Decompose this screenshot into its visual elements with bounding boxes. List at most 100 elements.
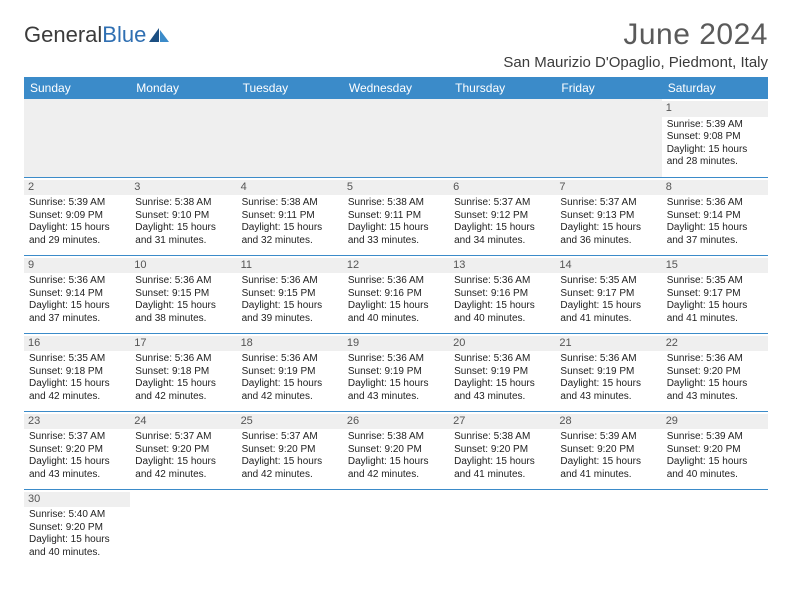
day-number: 29 bbox=[662, 414, 768, 430]
brand-text: GeneralBlue bbox=[24, 24, 146, 46]
header: GeneralBlue June 2024 San Maurizio D'Opa… bbox=[24, 18, 768, 71]
day-number: 11 bbox=[237, 258, 343, 274]
daylight-text: Daylight: 15 hours bbox=[454, 300, 550, 313]
sunrise-text: Sunrise: 5:35 AM bbox=[667, 275, 763, 288]
day-number: 7 bbox=[555, 180, 661, 196]
sunset-text: Sunset: 9:20 PM bbox=[454, 444, 550, 457]
sunset-text: Sunset: 9:17 PM bbox=[667, 288, 763, 301]
calendar-cell: 9Sunrise: 5:36 AMSunset: 9:14 PMDaylight… bbox=[24, 255, 130, 333]
calendar-cell: 5Sunrise: 5:38 AMSunset: 9:11 PMDaylight… bbox=[343, 177, 449, 255]
calendar-cell: 3Sunrise: 5:38 AMSunset: 9:10 PMDaylight… bbox=[130, 177, 236, 255]
day-header: Tuesday bbox=[237, 77, 343, 99]
daylight-text: and 37 minutes. bbox=[667, 235, 763, 248]
sunset-text: Sunset: 9:11 PM bbox=[348, 210, 444, 223]
calendar-cell: 21Sunrise: 5:36 AMSunset: 9:19 PMDayligh… bbox=[555, 333, 661, 411]
daylight-text: and 37 minutes. bbox=[29, 313, 125, 326]
day-details: Sunrise: 5:36 AMSunset: 9:14 PMDaylight:… bbox=[667, 197, 763, 247]
daylight-text: Daylight: 15 hours bbox=[667, 456, 763, 469]
day-number: 30 bbox=[24, 492, 130, 508]
day-number: 20 bbox=[449, 336, 555, 352]
sunrise-text: Sunrise: 5:38 AM bbox=[135, 197, 231, 210]
day-details: Sunrise: 5:38 AMSunset: 9:11 PMDaylight:… bbox=[348, 197, 444, 247]
daylight-text: Daylight: 15 hours bbox=[29, 378, 125, 391]
day-details: Sunrise: 5:36 AMSunset: 9:15 PMDaylight:… bbox=[242, 275, 338, 325]
daylight-text: and 41 minutes. bbox=[454, 469, 550, 482]
day-details: Sunrise: 5:35 AMSunset: 9:17 PMDaylight:… bbox=[560, 275, 656, 325]
sunrise-text: Sunrise: 5:36 AM bbox=[29, 275, 125, 288]
daylight-text: and 43 minutes. bbox=[348, 391, 444, 404]
daylight-text: and 40 minutes. bbox=[29, 547, 125, 560]
sunset-text: Sunset: 9:20 PM bbox=[242, 444, 338, 457]
daylight-text: and 42 minutes. bbox=[348, 469, 444, 482]
calendar-cell: 4Sunrise: 5:38 AMSunset: 9:11 PMDaylight… bbox=[237, 177, 343, 255]
calendar-cell: 26Sunrise: 5:38 AMSunset: 9:20 PMDayligh… bbox=[343, 411, 449, 489]
day-number: 10 bbox=[130, 258, 236, 274]
calendar-cell bbox=[24, 99, 130, 177]
sunrise-text: Sunrise: 5:37 AM bbox=[242, 431, 338, 444]
calendar-row: 30Sunrise: 5:40 AMSunset: 9:20 PMDayligh… bbox=[24, 489, 768, 567]
daylight-text: Daylight: 15 hours bbox=[135, 456, 231, 469]
calendar-cell bbox=[555, 489, 661, 567]
day-number: 5 bbox=[343, 180, 449, 196]
sunset-text: Sunset: 9:08 PM bbox=[667, 131, 763, 144]
daylight-text: Daylight: 15 hours bbox=[560, 222, 656, 235]
day-details: Sunrise: 5:36 AMSunset: 9:20 PMDaylight:… bbox=[667, 353, 763, 403]
daylight-text: Daylight: 15 hours bbox=[29, 222, 125, 235]
daylight-text: Daylight: 15 hours bbox=[135, 378, 231, 391]
calendar-cell: 20Sunrise: 5:36 AMSunset: 9:19 PMDayligh… bbox=[449, 333, 555, 411]
day-number: 23 bbox=[24, 414, 130, 430]
daylight-text: and 36 minutes. bbox=[560, 235, 656, 248]
calendar-cell bbox=[343, 489, 449, 567]
daylight-text: and 33 minutes. bbox=[348, 235, 444, 248]
daylight-text: and 43 minutes. bbox=[667, 391, 763, 404]
sunset-text: Sunset: 9:19 PM bbox=[560, 366, 656, 379]
location-subtitle: San Maurizio D'Opaglio, Piedmont, Italy bbox=[503, 54, 768, 71]
sunrise-text: Sunrise: 5:39 AM bbox=[29, 197, 125, 210]
day-details: Sunrise: 5:37 AMSunset: 9:20 PMDaylight:… bbox=[29, 431, 125, 481]
sunset-text: Sunset: 9:16 PM bbox=[348, 288, 444, 301]
calendar-cell: 24Sunrise: 5:37 AMSunset: 9:20 PMDayligh… bbox=[130, 411, 236, 489]
sunset-text: Sunset: 9:15 PM bbox=[242, 288, 338, 301]
brand-part2: Blue bbox=[102, 22, 146, 47]
calendar-cell: 2Sunrise: 5:39 AMSunset: 9:09 PMDaylight… bbox=[24, 177, 130, 255]
sunset-text: Sunset: 9:20 PM bbox=[667, 444, 763, 457]
daylight-text: Daylight: 15 hours bbox=[560, 378, 656, 391]
daylight-text: Daylight: 15 hours bbox=[348, 300, 444, 313]
day-number: 22 bbox=[662, 336, 768, 352]
calendar-cell: 1Sunrise: 5:39 AMSunset: 9:08 PMDaylight… bbox=[662, 99, 768, 177]
sunset-text: Sunset: 9:18 PM bbox=[135, 366, 231, 379]
day-number: 2 bbox=[24, 180, 130, 196]
day-details: Sunrise: 5:38 AMSunset: 9:20 PMDaylight:… bbox=[348, 431, 444, 481]
calendar-cell: 28Sunrise: 5:39 AMSunset: 9:20 PMDayligh… bbox=[555, 411, 661, 489]
daylight-text: Daylight: 15 hours bbox=[667, 378, 763, 391]
calendar-cell: 18Sunrise: 5:36 AMSunset: 9:19 PMDayligh… bbox=[237, 333, 343, 411]
calendar-header-row: SundayMondayTuesdayWednesdayThursdayFrid… bbox=[24, 77, 768, 99]
calendar-cell bbox=[449, 99, 555, 177]
daylight-text: Daylight: 15 hours bbox=[454, 456, 550, 469]
daylight-text: and 43 minutes. bbox=[454, 391, 550, 404]
calendar-cell: 12Sunrise: 5:36 AMSunset: 9:16 PMDayligh… bbox=[343, 255, 449, 333]
daylight-text: Daylight: 15 hours bbox=[348, 456, 444, 469]
day-header: Sunday bbox=[24, 77, 130, 99]
daylight-text: Daylight: 15 hours bbox=[242, 378, 338, 391]
sunrise-text: Sunrise: 5:38 AM bbox=[454, 431, 550, 444]
daylight-text: and 40 minutes. bbox=[454, 313, 550, 326]
calendar-cell: 17Sunrise: 5:36 AMSunset: 9:18 PMDayligh… bbox=[130, 333, 236, 411]
sunset-text: Sunset: 9:15 PM bbox=[135, 288, 231, 301]
calendar-cell: 23Sunrise: 5:37 AMSunset: 9:20 PMDayligh… bbox=[24, 411, 130, 489]
day-number: 4 bbox=[237, 180, 343, 196]
sunset-text: Sunset: 9:20 PM bbox=[29, 522, 125, 535]
sunset-text: Sunset: 9:19 PM bbox=[454, 366, 550, 379]
daylight-text: Daylight: 15 hours bbox=[242, 456, 338, 469]
daylight-text: and 42 minutes. bbox=[135, 469, 231, 482]
daylight-text: Daylight: 15 hours bbox=[667, 222, 763, 235]
day-number: 3 bbox=[130, 180, 236, 196]
day-number: 27 bbox=[449, 414, 555, 430]
calendar-cell: 7Sunrise: 5:37 AMSunset: 9:13 PMDaylight… bbox=[555, 177, 661, 255]
calendar-cell: 30Sunrise: 5:40 AMSunset: 9:20 PMDayligh… bbox=[24, 489, 130, 567]
sunset-text: Sunset: 9:20 PM bbox=[667, 366, 763, 379]
daylight-text: and 40 minutes. bbox=[348, 313, 444, 326]
daylight-text: and 43 minutes. bbox=[560, 391, 656, 404]
sunrise-text: Sunrise: 5:36 AM bbox=[667, 353, 763, 366]
sunrise-text: Sunrise: 5:36 AM bbox=[667, 197, 763, 210]
